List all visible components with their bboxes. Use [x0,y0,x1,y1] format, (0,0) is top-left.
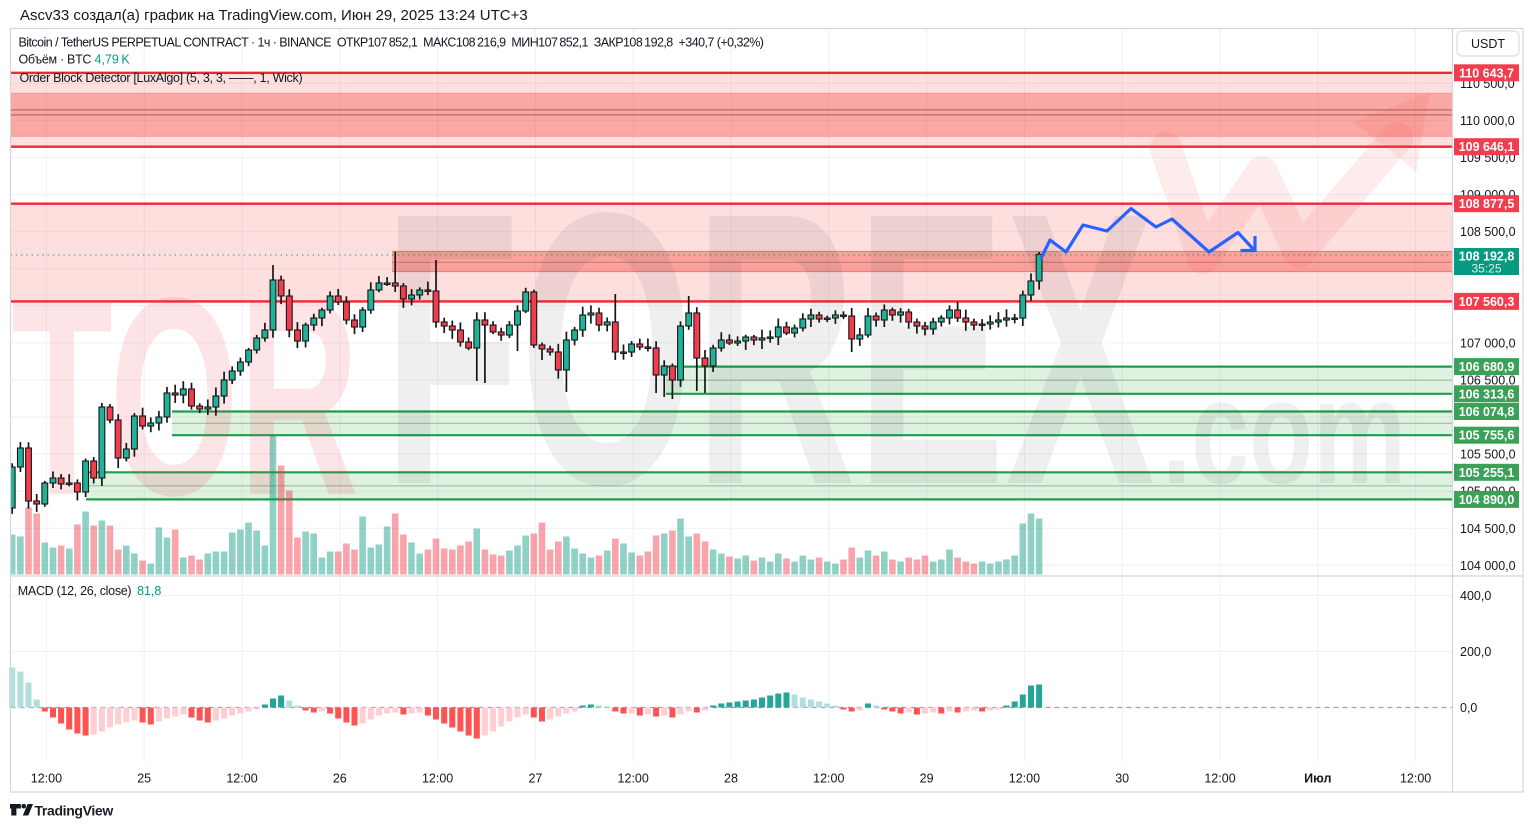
svg-text:108 192,8: 108 192,8 [1459,250,1515,264]
svg-text:35:25: 35:25 [1471,262,1501,276]
svg-text:Ascv33 создал(а) график на Tra: Ascv33 создал(а) график на TradingView.c… [20,7,528,24]
svg-text:108 500,0: 108 500,0 [1460,225,1516,239]
svg-text:109 646,1: 109 646,1 [1459,140,1515,154]
svg-text:FOREX: FOREX [383,133,1156,566]
svg-text:105 255,1: 105 255,1 [1459,466,1515,480]
svg-text:27: 27 [528,772,542,786]
svg-text:110 643,7: 110 643,7 [1459,66,1514,80]
svg-text:107 560,3: 107 560,3 [1459,295,1515,309]
svg-text:104 000,0: 104 000,0 [1460,559,1516,573]
svg-text:Bitcoin / TetherUS PERPETUAL C: Bitcoin / TetherUS PERPETUAL CONTRACT · … [19,35,764,49]
svg-text:TradingView: TradingView [35,803,114,819]
svg-text:104 500,0: 104 500,0 [1460,522,1516,536]
svg-text:12:00: 12:00 [1009,772,1040,786]
svg-text:USDT: USDT [1471,37,1505,51]
svg-text:26: 26 [333,772,347,786]
svg-text:0,0: 0,0 [1460,701,1477,715]
svg-text:104 890,0: 104 890,0 [1459,493,1515,507]
svg-text:12:00: 12:00 [422,772,453,786]
svg-text:200,0: 200,0 [1460,645,1491,659]
svg-text:107 000,0: 107 000,0 [1460,336,1516,350]
svg-text:105 755,6: 105 755,6 [1459,429,1515,443]
svg-text:106 074,8: 106 074,8 [1459,405,1515,419]
svg-text:30: 30 [1115,772,1129,786]
svg-text:TOR: TOR [11,239,359,554]
svg-text:106 313,6: 106 313,6 [1459,387,1515,401]
svg-text:Июл: Июл [1304,772,1331,786]
svg-text:12:00: 12:00 [226,772,257,786]
svg-text:4,79 K: 4,79 K [95,52,131,66]
svg-text:Order Block Detector [LuxAlgo]: Order Block Detector [LuxAlgo] (5, 3, 3,… [20,71,303,85]
svg-text:.com: .com [1162,347,1406,515]
svg-text:105 500,0: 105 500,0 [1460,448,1516,462]
svg-text:106 500,0: 106 500,0 [1460,374,1516,388]
svg-text:110 000,0: 110 000,0 [1460,114,1515,128]
svg-text:MACD (12, 26, close): MACD (12, 26, close) [18,584,132,598]
svg-text:12:00: 12:00 [1204,772,1235,786]
svg-text:28: 28 [724,772,738,786]
svg-text:25: 25 [137,772,151,786]
svg-text:12:00: 12:00 [31,772,62,786]
svg-text:12:00: 12:00 [1400,772,1431,786]
svg-text:29: 29 [920,772,934,786]
svg-text:Объём · BTC: Объём · BTC [19,52,92,66]
svg-text:108 877,5: 108 877,5 [1459,197,1515,211]
svg-text:81,8: 81,8 [137,584,161,598]
svg-text:400,0: 400,0 [1460,589,1491,603]
svg-text:106 680,9: 106 680,9 [1459,360,1515,374]
svg-text:12:00: 12:00 [618,772,649,786]
svg-text:12:00: 12:00 [813,772,844,786]
